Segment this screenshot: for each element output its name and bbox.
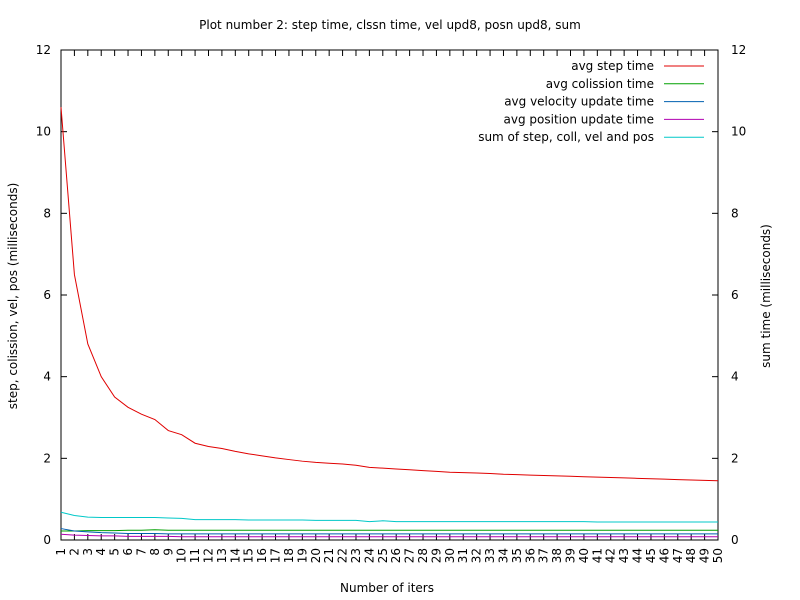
- x-tick-label: 8: [148, 548, 162, 556]
- x-axis-title: Number of iters: [340, 581, 434, 595]
- x-tick-label: 49: [698, 548, 712, 563]
- series-line-5: [60, 511, 718, 523]
- y-tick-label: 4: [43, 370, 51, 384]
- x-tick-label: 46: [657, 548, 671, 563]
- x-tick-label: 29: [429, 548, 443, 563]
- y2-tick-label: 10: [731, 125, 746, 139]
- x-tick-label: 44: [631, 548, 645, 563]
- y2-axis-tick-labels: 0 2 4 6 8 10 12: [731, 43, 746, 547]
- legend: avg step time avg colission time avg veloc…: [478, 59, 704, 144]
- x-tick-label: 11: [188, 548, 202, 563]
- y2-axis-title: sum time (milliseconds): [759, 224, 773, 368]
- x-tick-label: 16: [255, 548, 269, 563]
- legend-label: avg velocity update time: [504, 95, 654, 109]
- y2-tick-label: 6: [731, 288, 739, 302]
- series-lines: [60, 107, 719, 538]
- y2-tick-label: 12: [731, 43, 746, 57]
- legend-label: avg position update time: [504, 112, 654, 126]
- x-tick-label: 41: [590, 548, 604, 563]
- x-tick-label: 45: [644, 548, 658, 563]
- x-tick-label: 33: [483, 548, 497, 563]
- x-tick-label: 34: [496, 548, 510, 563]
- x-tick-label: 18: [282, 548, 296, 563]
- x-tick-label: 36: [523, 548, 537, 563]
- x-tick-label: 4: [94, 548, 108, 556]
- y2-tick-label: 4: [731, 370, 739, 384]
- x-tick-label: 43: [617, 548, 631, 563]
- x-tick-label: 28: [416, 548, 430, 563]
- x-tick-label: 50: [711, 548, 725, 563]
- x-tick-label: 14: [228, 548, 242, 563]
- x-tick-label: 26: [389, 548, 403, 563]
- y2-tick-label: 2: [731, 451, 739, 465]
- x-tick-label: 15: [242, 548, 256, 563]
- x-tick-label: 48: [684, 548, 698, 563]
- y2-tick-label: 8: [731, 206, 739, 220]
- x-tick-label: 32: [470, 548, 484, 563]
- x-tick-label: 31: [456, 548, 470, 563]
- x-tick-label: 3: [81, 548, 95, 556]
- x-tick-label: 25: [376, 548, 390, 563]
- x-tick-label: 22: [336, 548, 350, 563]
- x-tick-label: 35: [510, 548, 524, 563]
- legend-label: avg step time: [571, 59, 654, 73]
- x-tick-label: 7: [134, 548, 148, 556]
- y-tick-label: 2: [43, 451, 51, 465]
- series-line-3: [60, 528, 718, 535]
- x-tick-label: 27: [403, 548, 417, 563]
- y-tick-label: 8: [43, 206, 51, 220]
- series-line-2: [61, 529, 718, 532]
- x-tick-label: 39: [564, 548, 578, 563]
- y-tick-label: 0: [43, 533, 51, 547]
- legend-label: sum of step, coll, vel and pos: [478, 130, 654, 144]
- x-tick-label: 12: [201, 548, 215, 563]
- x-tick-label: 5: [108, 548, 122, 556]
- legend-label: avg colission time: [546, 77, 654, 91]
- x-tick-label: 37: [537, 548, 551, 563]
- x-tick-label: 1: [54, 548, 68, 556]
- y-axis-tick-labels: 0 2 4 6 8 10 12: [36, 43, 51, 547]
- x-tick-label: 6: [121, 548, 135, 556]
- series-line-1: [60, 107, 719, 482]
- y-axis-title: step, colission, vel, pos (milliseconds): [6, 183, 20, 410]
- x-tick-label: 13: [215, 548, 229, 563]
- x-tick-label: 10: [175, 548, 189, 563]
- x-tick-label: 42: [604, 548, 618, 563]
- x-tick-label: 17: [269, 548, 283, 563]
- x-tick-label: 24: [362, 548, 376, 563]
- x-tick-label: 21: [322, 548, 336, 563]
- x-tick-label: 20: [309, 548, 323, 563]
- y-tick-label: 12: [36, 43, 51, 57]
- x-tick-label: 47: [671, 548, 685, 563]
- x-tick-label: 40: [577, 548, 591, 563]
- y-tick-label: 6: [43, 288, 51, 302]
- y-tick-label: 10: [36, 125, 51, 139]
- chart-title: Plot number 2: step time, clssn time, ve…: [199, 18, 581, 32]
- series-line-4: [60, 533, 718, 538]
- y2-tick-label: 0: [731, 533, 739, 547]
- x-tick-label: 23: [349, 548, 363, 563]
- x-tick-label: 38: [550, 548, 564, 563]
- x-tick-label: 9: [161, 548, 175, 556]
- x-tick-label: 30: [443, 548, 457, 563]
- x-tick-label: 19: [295, 548, 309, 563]
- x-tick-label: 2: [67, 548, 81, 556]
- x-axis-tick-labels: 1 2 3 4 5 6 7 8 9 10 11 12 13 14 15 16 17 18 19 20 21 22 23 24 2…: [54, 548, 725, 563]
